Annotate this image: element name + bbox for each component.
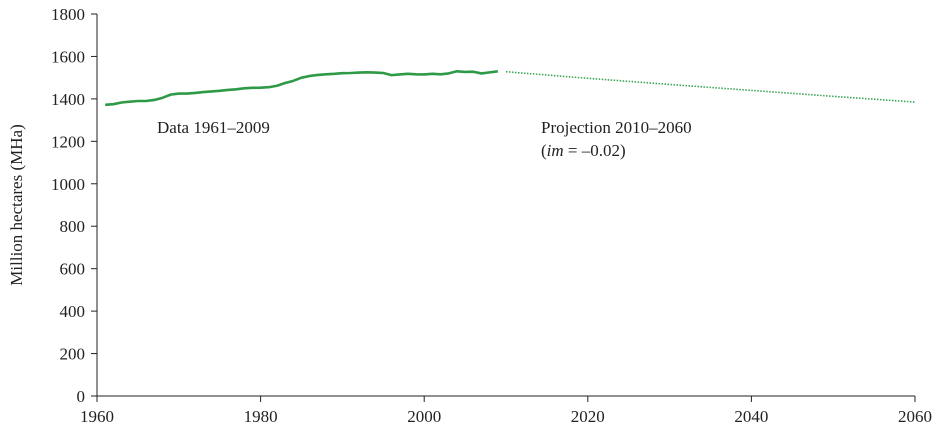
- x-tick-label: 2000: [407, 407, 441, 426]
- annotation: (im = –0.02): [541, 141, 626, 160]
- y-tick-label: 1800: [51, 5, 85, 24]
- line-series: [105, 70, 498, 107]
- y-tick-label: 1000: [51, 175, 85, 194]
- x-tick-label: 1980: [244, 407, 278, 426]
- y-tick-label: 600: [60, 260, 86, 279]
- y-tick-label: 200: [60, 345, 86, 364]
- y-tick-label: 800: [60, 217, 86, 236]
- annotation: Data 1961–2009: [157, 118, 270, 137]
- annotation-part: Data 1961–2009: [157, 118, 270, 137]
- annotation-part: (: [541, 141, 547, 160]
- x-tick-label: 2040: [734, 407, 768, 426]
- annotation-part: = –0.02): [564, 141, 626, 160]
- annotation-part: Projection 2010–2060: [541, 118, 692, 137]
- y-tick-label: 1200: [51, 132, 85, 151]
- x-tick-label: 2060: [898, 407, 932, 426]
- x-tick-label: 1960: [80, 407, 114, 426]
- annotation-part: im: [547, 141, 564, 160]
- line-series: [505, 70, 916, 103]
- annotation: Projection 2010–2060: [541, 118, 692, 137]
- y-tick-label: 400: [60, 302, 86, 321]
- y-tick-label: 1400: [51, 90, 85, 109]
- y-tick-label: 0: [77, 387, 86, 406]
- y-tick-label: 1600: [51, 47, 85, 66]
- y-axis-label: Million hectares (MHa): [7, 124, 26, 285]
- x-tick-label: 2020: [571, 407, 605, 426]
